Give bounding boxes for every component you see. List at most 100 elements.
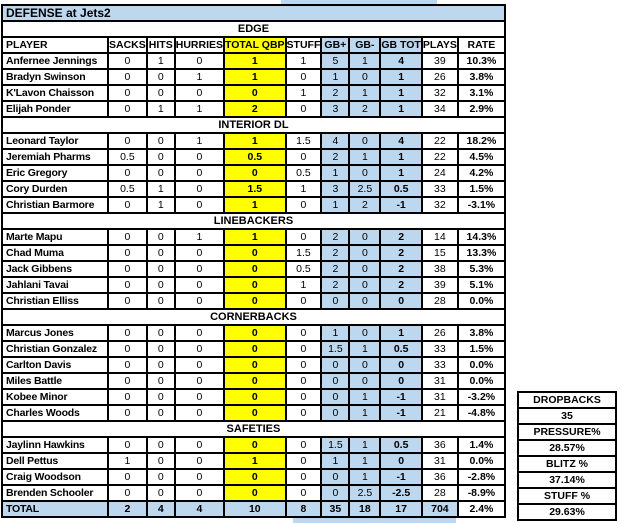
stat-cell: 0 (284, 340, 323, 358)
player-name-cell: Jahlani Tavai (1, 276, 109, 294)
stat-cell: 0 (107, 100, 148, 118)
stat-cell: 5 (320, 52, 351, 70)
stat-cell: 0 (173, 180, 226, 198)
stat-cell: 0 (107, 52, 148, 70)
stat-cell: 2 (320, 244, 351, 262)
stat-cell: 1 (284, 276, 323, 294)
stat-cell: 1 (173, 100, 226, 118)
stat-cell: 1 (379, 324, 423, 342)
stat-cell: 2 (320, 148, 351, 166)
stat-cell: 0 (284, 404, 323, 422)
section-header-interior-dl: INTERIOR DL (1, 116, 506, 134)
stat-cell: 0 (223, 164, 287, 182)
stat-cell: 1 (348, 388, 382, 406)
total-stat-cell: 8 (284, 500, 323, 518)
stat-cell: 2 (379, 244, 423, 262)
stat-cell: 0 (173, 436, 226, 454)
stat-cell: 3.1% (456, 84, 506, 102)
stat-cell: 1 (173, 132, 226, 150)
stat-cell: 0 (107, 292, 148, 310)
section-header-cornerbacks: CORNERBACKS (1, 308, 506, 326)
stat-cell: 38 (420, 260, 459, 278)
stat-cell: 0 (284, 388, 323, 406)
stat-cell: 0 (173, 276, 226, 294)
stat-cell: 2 (379, 260, 423, 278)
dropbacks-value: 35 (517, 407, 617, 425)
stat-cell: 1 (284, 180, 323, 198)
stat-cell: 13.3% (456, 244, 506, 262)
stat-cell: 1 (379, 148, 423, 166)
stat-cell: 0.5 (284, 164, 323, 182)
stat-cell: 1 (145, 52, 176, 70)
stat-cell: 0 (284, 196, 323, 214)
stat-cell: 1 (379, 164, 423, 182)
stat-cell: 0 (348, 372, 382, 390)
stat-cell: 2 (320, 84, 351, 102)
stat-cell: 31 (420, 452, 459, 470)
stat-cell: 2 (379, 276, 423, 294)
stat-cell: 0 (284, 324, 323, 342)
stat-cell: 0 (145, 292, 176, 310)
stat-cell: 1.5 (284, 244, 323, 262)
stat-cell: 2 (320, 276, 351, 294)
stat-cell: 39 (420, 276, 459, 294)
stat-cell: 36 (420, 468, 459, 486)
stat-cell: 0 (173, 292, 226, 310)
stat-cell: 0 (107, 260, 148, 278)
stat-cell: 1 (320, 452, 351, 470)
stat-cell: 0 (173, 196, 226, 214)
stat-cell: 0 (107, 244, 148, 262)
stat-cell: 0 (223, 84, 287, 102)
stat-cell: 0 (348, 356, 382, 374)
stat-cell: 0 (173, 452, 226, 470)
stat-cell: 4 (379, 52, 423, 70)
stat-cell: 0 (320, 388, 351, 406)
stat-cell: -1 (379, 468, 423, 486)
section-header-edge: EDGE (1, 20, 506, 38)
stat-cell: 0 (107, 196, 148, 214)
stat-cell: 2.9% (456, 100, 506, 118)
stat-cell: 1.5 (284, 132, 323, 150)
stat-cell: 0 (145, 484, 176, 502)
stat-cell: 0 (284, 372, 323, 390)
stat-cell: 0 (223, 244, 287, 262)
stat-cell: 0 (145, 132, 176, 150)
player-name-cell: Brenden Schooler (1, 484, 109, 502)
stat-cell: 0 (173, 468, 226, 486)
stat-cell: 0 (284, 452, 323, 470)
stat-cell: 36 (420, 436, 459, 454)
player-name-cell: Elijah Ponder (1, 100, 109, 118)
pressure-label: PRESSURE% (517, 423, 617, 441)
stat-cell: 0 (145, 404, 176, 422)
player-name-cell: Cory Durden (1, 180, 109, 198)
total-stat-cell: 2.4% (456, 500, 506, 518)
stat-cell: 0 (320, 468, 351, 486)
stat-cell: 0 (107, 388, 148, 406)
stat-cell: 32 (420, 84, 459, 102)
stat-cell: 0 (145, 228, 176, 246)
stat-cell: 0 (223, 340, 287, 358)
stat-cell: 0 (348, 244, 382, 262)
column-header-gb-tot: GB TOT (379, 36, 423, 54)
stat-cell: 0 (348, 68, 382, 86)
stat-cell: 2 (348, 196, 382, 214)
total-stat-cell: 10 (223, 500, 287, 518)
stat-cell: 33 (420, 180, 459, 198)
stat-cell: 3.8% (456, 68, 506, 86)
stat-cell: 0 (284, 468, 323, 486)
stat-cell: 0 (284, 68, 323, 86)
stat-cell: 1 (320, 196, 351, 214)
stat-cell: 0 (284, 436, 323, 454)
stat-cell: 0 (145, 84, 176, 102)
stat-cell: 0 (173, 388, 226, 406)
stat-cell: 22 (420, 132, 459, 150)
stat-cell: 0 (107, 484, 148, 502)
stat-cell: 0 (348, 228, 382, 246)
stat-cell: 0.0% (456, 372, 506, 390)
stat-cell: 0 (145, 68, 176, 86)
player-name-cell: Christian Elliss (1, 292, 109, 310)
stat-cell: 0 (107, 436, 148, 454)
column-header-hurries: HURRIES (173, 36, 226, 54)
stat-cell: 1.4% (456, 436, 506, 454)
stat-cell: 1 (107, 452, 148, 470)
